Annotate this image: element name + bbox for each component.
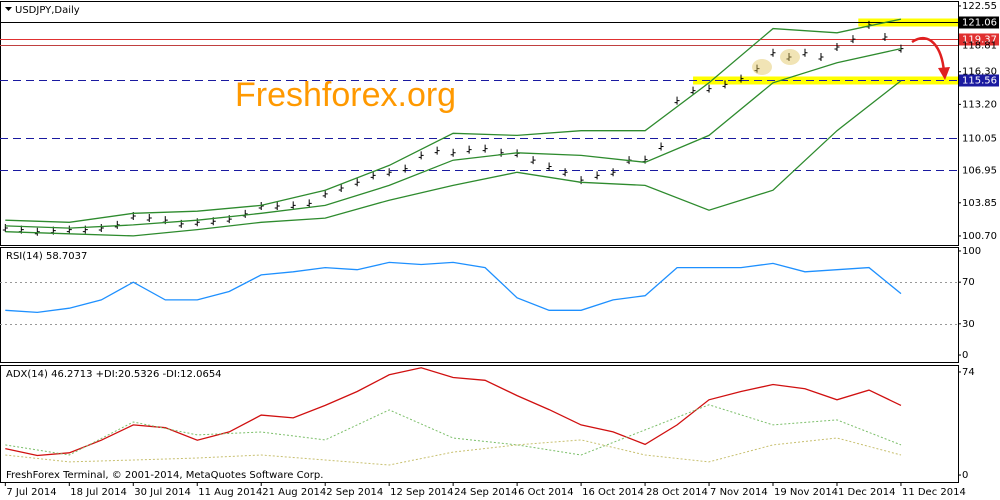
footer-text: FreshForex Terminal, © 2001-2014, MetaQu… bbox=[6, 470, 323, 481]
price-bar bbox=[114, 220, 120, 229]
panel-clip bbox=[5, 367, 902, 466]
x-tick-label: 18 Jul 2014 bbox=[70, 487, 127, 498]
price-bar bbox=[850, 35, 856, 44]
y-tick-label: 100.70 bbox=[962, 231, 997, 242]
y-tick-label: 103.85 bbox=[962, 198, 997, 209]
y-tick-label: 116.30 bbox=[962, 67, 997, 78]
price-bar bbox=[530, 156, 536, 165]
y-tick-label: 122.55 bbox=[962, 1, 997, 12]
x-tick-label: 21 Aug 2014 bbox=[262, 487, 326, 498]
x-tick-label: 12 Sep 2014 bbox=[390, 487, 453, 498]
series-line bbox=[5, 18, 902, 223]
series-line bbox=[5, 47, 902, 229]
y-tick-label: 0 bbox=[962, 350, 968, 361]
price-bar bbox=[834, 43, 840, 51]
price-bar bbox=[418, 151, 424, 160]
series-line bbox=[5, 437, 902, 466]
x-tick-label: 19 Nov 2014 bbox=[774, 487, 838, 498]
x-tick-label: 7 Jul 2014 bbox=[6, 487, 56, 498]
price-bar bbox=[562, 168, 568, 177]
y-tick-label: 70 bbox=[962, 277, 975, 288]
forecast-arrowhead bbox=[938, 67, 950, 80]
price-bar bbox=[594, 171, 600, 180]
price-bar bbox=[690, 86, 696, 95]
panel-title: RSI(14) 58.7037 bbox=[6, 251, 87, 262]
panel-frame bbox=[0, 1, 959, 246]
level-label-box bbox=[959, 74, 999, 87]
price-bar bbox=[450, 148, 456, 157]
y-tick-label: 74 bbox=[962, 367, 975, 378]
x-tick-label: 30 Jul 2014 bbox=[134, 487, 191, 498]
x-tick-label: 16 Oct 2014 bbox=[582, 487, 644, 498]
price-bar bbox=[722, 80, 728, 89]
level-label: 118.81 bbox=[962, 41, 997, 52]
price-bar bbox=[658, 142, 664, 151]
price-bar bbox=[402, 164, 408, 173]
series-line bbox=[5, 367, 902, 457]
price-bar bbox=[354, 178, 360, 187]
price-bar bbox=[754, 64, 760, 73]
y-tick-label: 0 bbox=[962, 470, 968, 481]
forecast-arrow bbox=[911, 36, 946, 73]
price-bar bbox=[786, 53, 792, 61]
price-bar bbox=[882, 33, 888, 41]
panel-title: USDJPY,Daily bbox=[15, 5, 80, 16]
level-label: 106.95 bbox=[962, 166, 997, 177]
highlight-circle bbox=[752, 59, 772, 75]
price-bar bbox=[818, 53, 824, 61]
x-tick-label: 11 Aug 2014 bbox=[198, 487, 262, 498]
watermark: Freshforex.org bbox=[235, 76, 456, 114]
price-bar bbox=[146, 214, 152, 223]
x-tick-label: 24 Sep 2014 bbox=[454, 487, 517, 498]
y-tick-label: 100 bbox=[962, 246, 981, 257]
price-bar bbox=[802, 48, 808, 57]
level-label: 115.56 bbox=[962, 76, 997, 87]
price-bar bbox=[386, 168, 392, 177]
level-label-box bbox=[959, 16, 999, 29]
panel-clip bbox=[0, 18, 958, 237]
price-bar bbox=[482, 144, 488, 153]
price-bar bbox=[546, 162, 552, 171]
price-bar bbox=[322, 189, 328, 198]
price-bar bbox=[706, 84, 712, 93]
title-icon bbox=[5, 7, 12, 11]
price-bar bbox=[674, 96, 680, 105]
panel-frame bbox=[0, 247, 959, 363]
panel-frame bbox=[0, 365, 959, 483]
price-bar bbox=[738, 74, 744, 83]
panel-clip bbox=[0, 261, 958, 325]
x-tick-label: 11 Dec 2014 bbox=[902, 487, 966, 498]
y-tick-label: 113.20 bbox=[962, 99, 997, 110]
price-bar bbox=[370, 171, 376, 180]
price-bar bbox=[66, 225, 72, 234]
price-bar bbox=[610, 168, 616, 177]
y-tick-label: 30 bbox=[962, 319, 975, 330]
price-bar bbox=[34, 227, 40, 236]
price-bar bbox=[290, 201, 296, 210]
price-bar bbox=[306, 199, 312, 208]
x-tick-label: 28 Oct 2014 bbox=[646, 487, 708, 498]
price-bar bbox=[98, 224, 104, 233]
x-tick-label: 2 Sep 2014 bbox=[326, 487, 383, 498]
price-bar bbox=[466, 145, 472, 154]
level-label: 121.06 bbox=[962, 18, 997, 29]
x-tick-label: 6 Oct 2014 bbox=[518, 487, 573, 498]
price-bar bbox=[338, 184, 344, 193]
x-tick-label: 1 Dec 2014 bbox=[838, 487, 896, 498]
panel-title: ADX(14) 46.2713 +DI:20.5326 -DI:12.0654 bbox=[6, 369, 222, 380]
highlight-circle bbox=[780, 49, 800, 65]
series-line bbox=[5, 261, 902, 314]
level-label: 110.05 bbox=[962, 134, 997, 145]
price-bar bbox=[274, 201, 280, 210]
series-line bbox=[5, 80, 902, 237]
level-label: 119.37 bbox=[962, 35, 997, 46]
price-bar bbox=[434, 146, 440, 155]
price-bar bbox=[770, 48, 776, 57]
level-label-box bbox=[959, 33, 999, 46]
x-tick-label: 7 Nov 2014 bbox=[710, 487, 768, 498]
